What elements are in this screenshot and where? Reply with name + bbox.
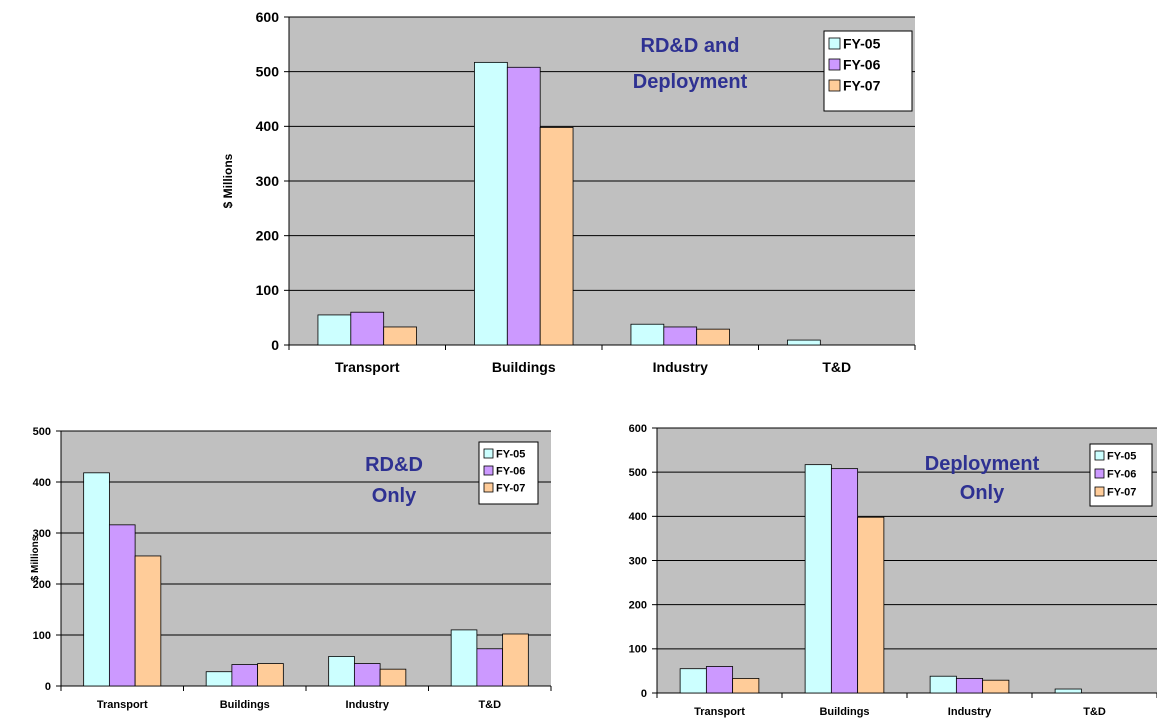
bar-fy-07-industry	[982, 679, 1010, 694]
legend-swatch	[1094, 450, 1105, 461]
x-tick-label: Transport	[694, 706, 745, 718]
bar-fy-06-transport	[108, 524, 136, 687]
legend-label: FY-07	[843, 77, 881, 93]
y-tick-label: 200	[33, 579, 51, 591]
legend-label: FY-05	[843, 35, 881, 51]
y-tick-label: 400	[629, 511, 647, 523]
legend-swatch	[1094, 486, 1105, 497]
bar-fy-07-buildings	[257, 663, 284, 687]
legend-label: FY-07	[496, 483, 525, 495]
y-tick-label: 600	[629, 423, 647, 435]
y-tick-label: 300	[33, 528, 51, 540]
chart-annotation-line-2: Only	[960, 482, 1005, 504]
y-tick-label: 0	[45, 681, 51, 693]
legend-swatch	[1094, 468, 1105, 479]
x-tick-label: T&D	[1083, 706, 1106, 718]
bar-fy-05-industry	[929, 675, 957, 694]
x-tick-label: Buildings	[492, 359, 556, 375]
y-tick-label: 500	[33, 426, 51, 438]
x-tick-label: Buildings	[819, 706, 869, 718]
bar-fy-05-transport	[679, 668, 707, 694]
bar-fy-05-td	[450, 629, 478, 687]
bar-fy-05-industry	[328, 656, 355, 687]
bar-fy-07-transport	[732, 678, 760, 694]
y-tick-label: 100	[33, 630, 51, 642]
y-tick-label: 400	[33, 477, 51, 489]
x-tick-label: T&D	[478, 699, 501, 711]
chart-annotation-line-1: RD&D	[365, 454, 423, 476]
legend-swatch	[828, 37, 841, 50]
bar-fy-07-buildings	[857, 516, 885, 694]
x-tick-label: T&D	[822, 359, 851, 375]
legend	[823, 30, 913, 112]
legend-label: FY-07	[1107, 487, 1136, 499]
legend-swatch	[483, 465, 494, 476]
y-tick-label: 500	[256, 64, 280, 80]
bar-fy-06-buildings	[830, 468, 859, 694]
y-axis-label: $ Millions	[221, 153, 235, 208]
bar-fy-07-buildings	[539, 127, 574, 346]
bar-fy-06-transport	[350, 311, 385, 346]
y-tick-label: 0	[641, 688, 647, 700]
bar-fy-07-td	[502, 633, 529, 687]
legend-swatch	[483, 482, 494, 493]
legend-label: FY-06	[1107, 469, 1136, 481]
x-tick-label: Industry	[948, 706, 992, 718]
chart-annotation-line-2: Deployment	[633, 71, 748, 93]
legend-label: FY-05	[1107, 451, 1136, 463]
y-tick-label: 200	[629, 600, 647, 612]
chart-annotation-line-1: RD&D and	[641, 35, 740, 57]
y-tick-label: 500	[629, 467, 647, 479]
x-tick-label: Industry	[653, 359, 708, 375]
bar-fy-05-td	[787, 339, 821, 346]
legend-swatch	[828, 79, 841, 92]
x-tick-label: Buildings	[220, 699, 270, 711]
y-tick-label: 100	[629, 644, 647, 656]
bar-fy-07-industry	[696, 328, 730, 346]
y-tick-label: 300	[629, 555, 647, 567]
y-tick-label: 0	[271, 337, 279, 353]
chart-annotation-line-1: Deployment	[925, 453, 1040, 475]
bar-fy-07-industry	[379, 668, 407, 687]
bar-fy-05-transport	[317, 314, 352, 346]
legend-swatch	[483, 448, 494, 459]
y-axis-label: $ Millions	[30, 535, 41, 581]
x-tick-label: Industry	[346, 699, 390, 711]
bar-fy-05-transport	[83, 472, 110, 687]
legend-label: FY-06	[843, 56, 881, 72]
y-tick-label: 300	[256, 173, 280, 189]
bar-fy-05-buildings	[474, 61, 508, 346]
bar-fy-07-transport	[383, 326, 417, 346]
chart-annotation-line-2: Only	[372, 485, 417, 507]
y-tick-label: 400	[256, 118, 280, 134]
y-tick-label: 100	[256, 282, 280, 298]
x-tick-label: Transport	[97, 699, 148, 711]
bar-fy-07-transport	[134, 555, 162, 687]
y-tick-label: 600	[256, 9, 280, 25]
bar-fy-06-industry	[955, 678, 984, 694]
x-tick-label: Transport	[335, 359, 400, 375]
bar-fy-05-buildings	[804, 464, 832, 694]
y-tick-label: 200	[256, 228, 280, 244]
bar-fy-06-transport	[705, 666, 734, 694]
bar-fy-06-buildings	[506, 66, 541, 346]
legend-label: FY-06	[496, 466, 525, 478]
legend-label: FY-05	[496, 449, 525, 461]
bar-fy-05-td	[1054, 688, 1082, 694]
legend-swatch	[828, 58, 841, 71]
